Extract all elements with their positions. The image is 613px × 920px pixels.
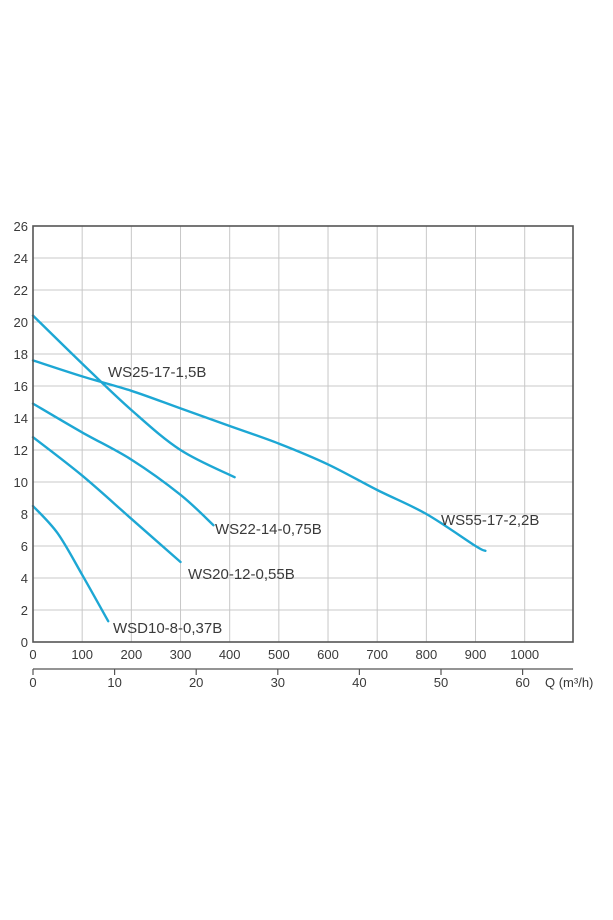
y-tick-12: 12 (14, 443, 28, 458)
x-secondary-tick-20: 20 (189, 675, 203, 690)
x-secondary-axis-label: Q (m³/h) (545, 675, 593, 690)
series-line-ws22-14-0-75b (31, 402, 215, 527)
plot-frame (32, 225, 574, 643)
x-secondary-tick-40: 40 (352, 675, 366, 690)
y-tick-16: 16 (14, 379, 28, 394)
x-primary-tick-1000: 1000 (510, 647, 539, 662)
x-primary-tick-400: 400 (219, 647, 241, 662)
x-secondary-tick-50: 50 (434, 675, 448, 690)
x-primary-tick-500: 500 (268, 647, 290, 662)
y-tick-20: 20 (14, 315, 28, 330)
series-line-ws55-17-2-2b (31, 359, 487, 552)
y-tick-0: 0 (21, 635, 28, 650)
x-secondary-tick-10: 10 (107, 675, 121, 690)
series-label-wsd10-8-0-37b: WSD10-8-0,37B (113, 620, 222, 637)
y-tick-26: 26 (14, 219, 28, 234)
y-tick-24: 24 (14, 251, 28, 266)
x-primary-tick-100: 100 (71, 647, 93, 662)
series-line-ws20-12-0-55b (31, 436, 182, 564)
vertical-gridlines (81, 226, 526, 642)
y-tick-8: 8 (21, 507, 28, 522)
series-label-ws22-14-0-75b: WS22-14-0,75B (215, 521, 322, 538)
x-secondary-tick-30: 30 (271, 675, 285, 690)
y-tick-2: 2 (21, 603, 28, 618)
x-secondary-ticks: 0 10 20 30 40 50 60 (29, 669, 530, 690)
y-tick-4: 4 (21, 571, 28, 586)
x-primary-tick-700: 700 (366, 647, 388, 662)
y-tick-18: 18 (14, 347, 28, 362)
series-label-ws20-12-0-55b: WS20-12-0,55B (188, 566, 295, 583)
x-secondary-tick-60: 60 (515, 675, 529, 690)
x-primary-tick-900: 900 (465, 647, 487, 662)
plot-background (33, 226, 573, 642)
y-tick-6: 6 (21, 539, 28, 554)
x-primary-tick-300: 300 (170, 647, 192, 662)
horizontal-gridlines (33, 257, 573, 611)
series-labels: WS25-17-1,5B WS55-17-2,2B WS22-14-0,75B WS2… (108, 364, 539, 637)
series-line-wsd10-8-0-37b (31, 504, 110, 623)
x-primary-tick-0: 0 (29, 647, 36, 662)
y-tick-10: 10 (14, 475, 28, 490)
x-primary-tick-labels: 0 100 200 300 400 500 600 700 800 900 1000 (29, 647, 539, 662)
x-secondary-tick-0: 0 (29, 675, 36, 690)
x-primary-tick-800: 800 (416, 647, 438, 662)
y-tick-14: 14 (14, 411, 28, 426)
series-label-ws55-17-2-2b: WS55-17-2,2B (441, 512, 539, 529)
y-tick-22: 22 (14, 283, 28, 298)
x-primary-tick-200: 200 (120, 647, 142, 662)
series-line-ws25-17-1-5b (31, 314, 236, 479)
series-lines (31, 314, 487, 623)
x-primary-tick-600: 600 (317, 647, 339, 662)
series-label-ws25-17-1-5b: WS25-17-1,5B (108, 364, 206, 381)
